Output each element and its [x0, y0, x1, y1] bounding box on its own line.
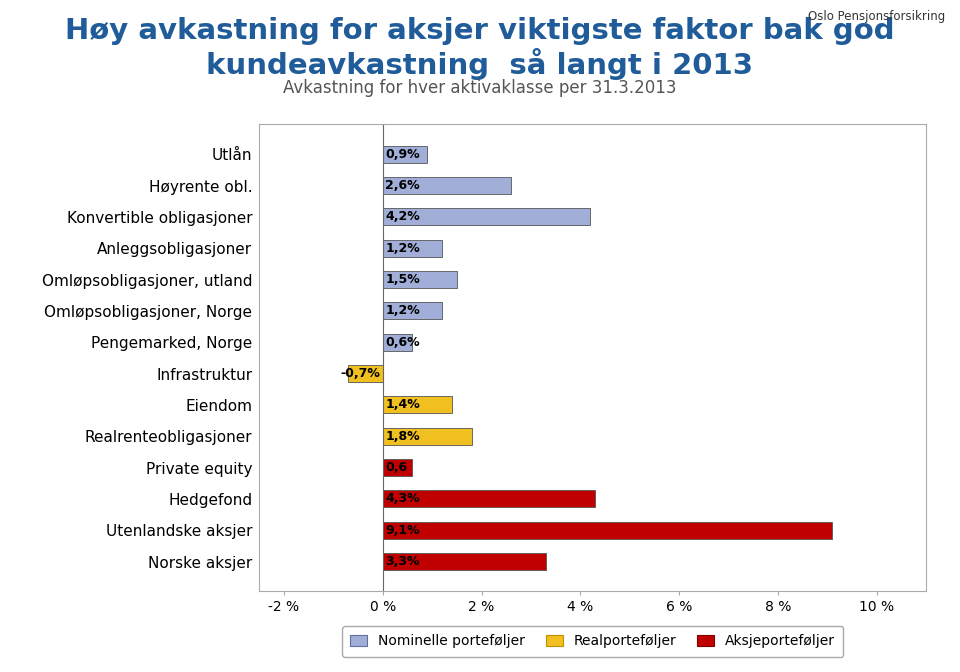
Bar — [383, 553, 546, 570]
Text: 2,6%: 2,6% — [385, 179, 420, 192]
Text: 1,2%: 1,2% — [385, 242, 420, 255]
Text: 0,9%: 0,9% — [385, 148, 420, 161]
Text: 1,2%: 1,2% — [385, 304, 420, 317]
Bar — [383, 239, 442, 257]
Text: -0,7%: -0,7% — [341, 367, 380, 380]
Text: Avkastning for hver aktivaklasse per 31.3.2013: Avkastning for hver aktivaklasse per 31.… — [283, 79, 677, 97]
Bar — [383, 521, 832, 539]
Text: 4,3%: 4,3% — [385, 493, 420, 505]
Bar — [348, 365, 383, 382]
Text: 3,3%: 3,3% — [385, 555, 420, 568]
Bar — [383, 333, 413, 351]
Bar — [383, 491, 595, 507]
Bar — [383, 146, 427, 163]
Bar — [383, 177, 512, 194]
Legend: Nominelle porteføljer, Realporteføljer, Aksjeporteføljer: Nominelle porteføljer, Realporteføljer, … — [342, 626, 844, 657]
Text: 9,1%: 9,1% — [385, 523, 420, 537]
Text: Oslo Pensjonsforsikring: Oslo Pensjonsforsikring — [808, 10, 946, 23]
Text: 0,6%: 0,6% — [385, 336, 420, 349]
Text: 1,8%: 1,8% — [385, 429, 420, 443]
Text: 4,2%: 4,2% — [385, 210, 420, 223]
Text: 1,4%: 1,4% — [385, 398, 420, 411]
Bar — [383, 208, 590, 225]
Bar — [383, 459, 413, 476]
Bar — [383, 427, 471, 445]
Bar — [383, 302, 442, 319]
Bar — [383, 396, 452, 413]
Text: kundeavkastning  så langt i 2013: kundeavkastning så langt i 2013 — [206, 48, 754, 81]
Text: 0,6: 0,6 — [385, 461, 407, 474]
Text: 1,5%: 1,5% — [385, 273, 420, 286]
Text: Høy avkastning for aksjer viktigste faktor bak god: Høy avkastning for aksjer viktigste fakt… — [65, 17, 895, 45]
Bar — [383, 271, 457, 288]
